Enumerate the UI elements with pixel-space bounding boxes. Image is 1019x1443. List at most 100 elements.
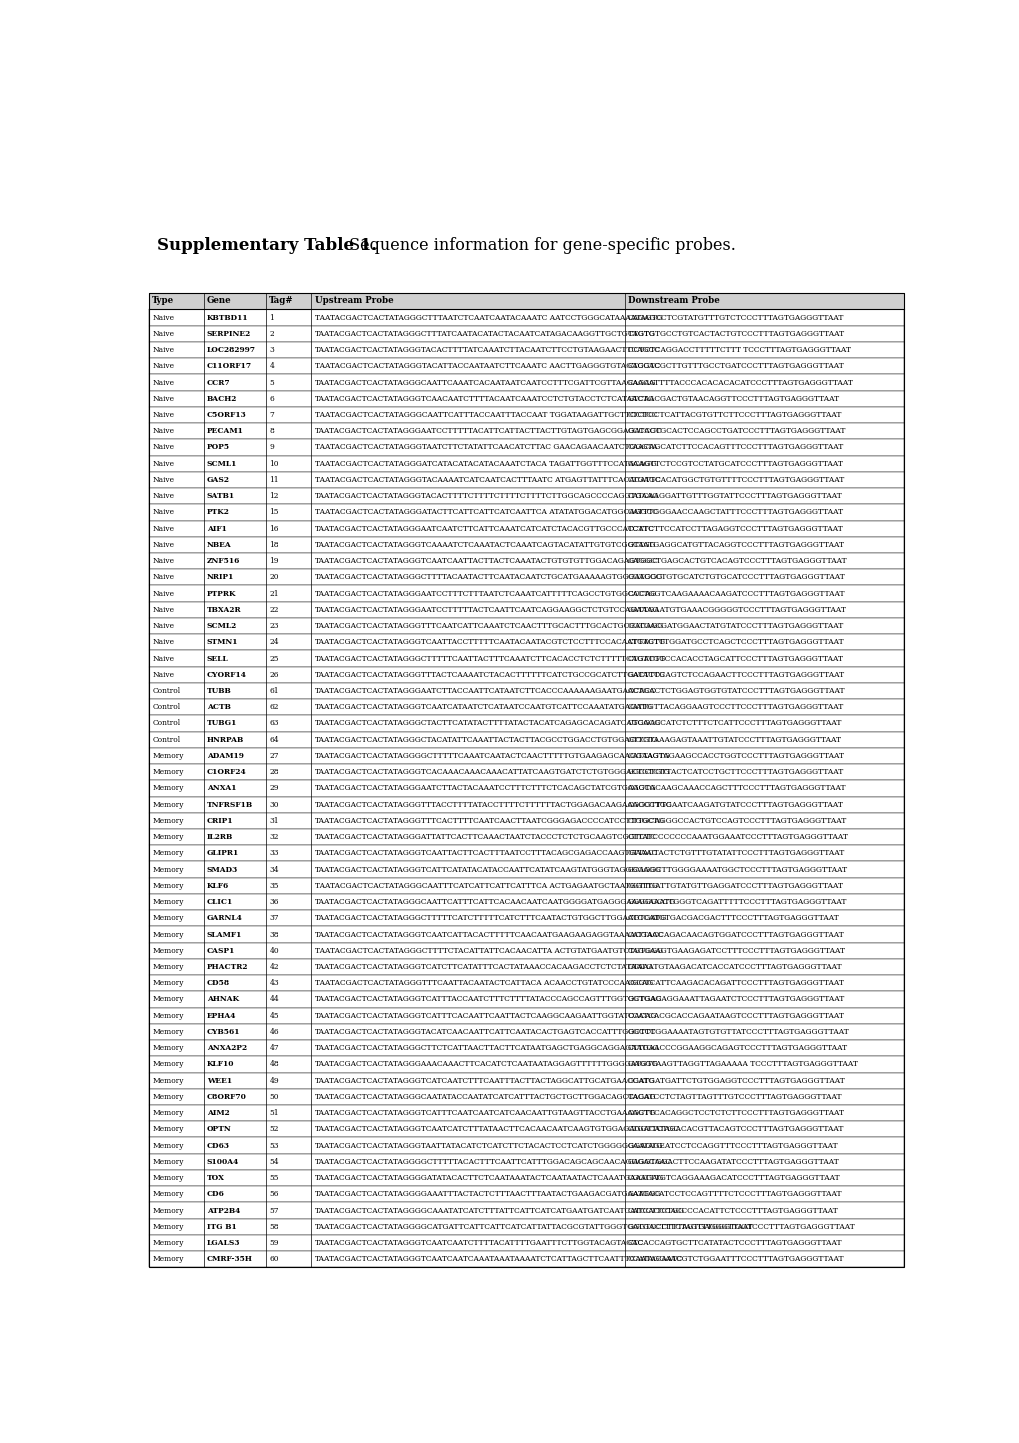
Bar [149, 488, 903, 504]
Text: TAATACGACTCACTATAGGGCTTTTCTACATTATTCACAACATTA ACTGTATGAATGTCTGTGGG: TAATACGACTCACTATAGGGCTTTTCTACATTATTCACAA… [314, 947, 662, 955]
Text: 52: 52 [269, 1126, 278, 1133]
Bar [149, 504, 903, 521]
Text: TAATACGACTCACTATAGGGTTTACTCAAAATCTACACTTTTTTCATCTGCCGCATCTTGATACTG: TAATACGACTCACTATAGGGTTTACTCAAAATCTACACTT… [314, 671, 664, 678]
Text: 50: 50 [269, 1092, 278, 1101]
Text: TAATACGACTCACTATAGGGTACATCAACAATTCATTCAATACACTGAGTCACCATTTGGCTTC: TAATACGACTCACTATAGGGTACATCAACAATTCATTCAA… [314, 1027, 655, 1036]
Text: 48: 48 [269, 1061, 278, 1068]
Text: Naive: Naive [152, 590, 174, 597]
Text: 47: 47 [269, 1045, 278, 1052]
Text: Naive: Naive [152, 525, 174, 532]
Bar [149, 698, 903, 716]
Text: Memory: Memory [152, 915, 183, 922]
Text: CGGTCATTCAAGACACAGATTCCCTTTAGTGAGGGTTAAT: CGGTCATTCAAGACACAGATTCCCTTTAGTGAGGGTTAAT [628, 980, 844, 987]
Text: PECAM1: PECAM1 [207, 427, 244, 436]
Text: GTTGTAAAGAGTAAATTGTATCCCTTTAGTGAGGGTTAAT: GTTGTAAAGAGTAAATTGTATCCCTTTAGTGAGGGTTAAT [628, 736, 841, 743]
Text: CAACATTTTACCCACACACACATCCCTTTAGTGAGGGTTAAT: CAACATTTTACCCACACACACATCCCTTTAGTGAGGGTTA… [628, 378, 853, 387]
Text: 60: 60 [269, 1255, 278, 1263]
Text: 38: 38 [269, 931, 278, 938]
Text: ITG B1: ITG B1 [207, 1222, 236, 1231]
Bar [149, 293, 903, 309]
Text: 9: 9 [269, 443, 274, 452]
Bar [149, 958, 903, 975]
Text: TAATACGACTCACTATAGGGTCATCTTCATATTTCACTATAAACCACAAGACCTCTCTATAATG: TAATACGACTCACTATAGGGTCATCTTCATATTTCACTAT… [314, 962, 652, 971]
Bar [149, 651, 903, 667]
Text: 25: 25 [269, 655, 278, 662]
Bar [149, 716, 903, 732]
Text: Gene: Gene [207, 296, 231, 306]
Text: 42: 42 [269, 962, 278, 971]
Text: Memory: Memory [152, 768, 183, 776]
Text: 63: 63 [269, 720, 278, 727]
Bar [149, 1121, 903, 1137]
Text: GCAGGCTTGGGGAAAATGGCTCCCTTTAGTGAGGGTTAAT: GCAGGCTTGGGGAAAATGGCTCCCTTTAGTGAGGGTTAAT [628, 866, 847, 873]
Text: TAATACGACTCACTATAGGGCAATTCATTTCATTCACAACAATCAATGGGGATGAGGGAAAGAAATG: TAATACGACTCACTATAGGGCAATTCATTTCATTCACAAC… [314, 898, 676, 906]
Text: CD63: CD63 [207, 1141, 229, 1150]
Bar [149, 439, 903, 456]
Text: BACH2: BACH2 [207, 395, 236, 403]
Text: GTAAATGTAAGACATCACCATCCCTTTAGTGAGGGTTAAT: GTAAATGTAAGACATCACCATCCCTTTAGTGAGGGTTAAT [628, 962, 842, 971]
Text: TAATACGACTCACTATAGGGCTTTTACAATACTTCAATACAATCTGCATGAAAAAGTGGCATGGG: TAATACGACTCACTATAGGGCTTTTACAATACTTCAATAC… [314, 573, 662, 582]
Text: 28: 28 [269, 768, 278, 776]
Text: TAATACGACTCACTATAGGGAATCTTACCAATTCATAATCTTCACCCAAAAAAGAATGAACACC: TAATACGACTCACTATAGGGAATCTTACCAATTCATAATC… [314, 687, 655, 696]
Text: GGTTGATTGTATGTTGAGGATCCCTTTAGTGAGGGTTAAT: GGTTGATTGTATGTTGAGGATCCCTTTAGTGAGGGTTAAT [628, 882, 843, 890]
Text: 5: 5 [269, 378, 274, 387]
Text: TAATACGACTCACTATAGGGTACACTTTTCTTTTCTTTTCTTTTCTTGGCAGCCCCAGGTGAAG: TAATACGACTCACTATAGGGTACACTTTTCTTTTCTTTTC… [314, 492, 658, 501]
Text: Naive: Naive [152, 508, 174, 517]
Text: TAATACGACTCACTATAGGGCAATTCATTTACCAATTTACCAAT TGGATAAGATTGCTTCCTCC: TAATACGACTCACTATAGGGCAATTCATTTACCAATTTAC… [314, 411, 656, 418]
Bar [149, 1235, 903, 1251]
Text: CACCCTGGAATCAAGATGTATCCCTTTAGTGAGGGTTAAT: CACCCTGGAATCAAGATGTATCCCTTTAGTGAGGGTTAAT [628, 801, 843, 808]
Text: 8: 8 [269, 427, 274, 436]
Text: 34: 34 [269, 866, 278, 873]
Text: S100A4: S100A4 [207, 1157, 238, 1166]
Text: Memory: Memory [152, 947, 183, 955]
Text: 54: 54 [269, 1157, 278, 1166]
Text: ANXA1: ANXA1 [207, 785, 236, 792]
Bar [149, 1088, 903, 1105]
Text: TAATACGACTCACTATAGGGGCAAATATCATCTTTATTCATTCATCATGAATGATCAATCATCCTTCTGG: TAATACGACTCACTATAGGGGCAAATATCATCTTTATTCA… [314, 1206, 684, 1215]
Text: 16: 16 [269, 525, 278, 532]
Text: TUBB: TUBB [207, 687, 231, 696]
Bar [149, 374, 903, 391]
Text: Naive: Naive [152, 427, 174, 436]
Bar [149, 877, 903, 893]
Text: 51: 51 [269, 1110, 278, 1117]
Text: Memory: Memory [152, 1027, 183, 1036]
Text: CTGACTTCCACACCTAGCATTCCCTTTAGTGAGGGTTAAT: CTGACTTCCACACCTAGCATTCCCTTTAGTGAGGGTTAAT [628, 655, 843, 662]
Text: GGTGACGATGGAACTATGTATCCCTTTAGTGAGGGTTAAT: GGTGACGATGGAACTATGTATCCCTTTAGTGAGGGTTAAT [628, 622, 844, 631]
Bar [149, 926, 903, 942]
Text: NBEA: NBEA [207, 541, 231, 548]
Text: 1: 1 [269, 313, 274, 322]
Bar [149, 293, 903, 1267]
Bar [149, 893, 903, 911]
Bar [149, 1186, 903, 1202]
Text: 15: 15 [269, 508, 278, 517]
Text: Naive: Naive [152, 671, 174, 678]
Text: Memory: Memory [152, 801, 183, 808]
Text: 37: 37 [269, 915, 278, 922]
Text: Naive: Naive [152, 476, 174, 483]
Text: CAGGAAGTGAAGAGATCCTTTCCCTTTAGTGAGGGTTAAT: CAGGAAGTGAAGAGATCCTTTCCCTTTAGTGAGGGTTAAT [628, 947, 845, 955]
Text: Naive: Naive [152, 460, 174, 468]
Bar [149, 391, 903, 407]
Text: CAGAGCCTCGTATGTTTGTCTCCCTTTAGTGAGGGTTAAT: CAGAGCCTCGTATGTTTGTCTCCCTTTAGTGAGGGTTAAT [628, 313, 844, 322]
Text: 31: 31 [269, 817, 278, 825]
Text: KLF10: KLF10 [207, 1061, 234, 1068]
Text: TAATACGACTCACTATAGGGAAACAAACTTCACATCTCAATAATAGGAGTTTTTTGGGGATGTG: TAATACGACTCACTATAGGGAAACAAACTTCACATCTCAA… [314, 1061, 657, 1068]
Text: AIF1: AIF1 [207, 525, 226, 532]
Bar [149, 633, 903, 651]
Bar [149, 1040, 903, 1056]
Text: 6: 6 [269, 395, 274, 403]
Text: TAATACGACTCACTATAGGGTCAATCAATTACTTACTCAAATACTGTGTGTTGGACAGAGTGGC: TAATACGACTCACTATAGGGTCAATCAATTACTTACTCAA… [314, 557, 658, 566]
Text: Naive: Naive [152, 443, 174, 452]
Text: CTCTCCTCATTACGTGTTCTTCCCTTTAGTGAGGGTTAAT: CTCTCCTCATTACGTGTTCTTCCCTTTAGTGAGGGTTAAT [628, 411, 842, 418]
Text: 56: 56 [269, 1190, 278, 1198]
Text: Downstream Probe: Downstream Probe [628, 296, 718, 306]
Text: TAATACGACTCACTATAGGGTCACAAACAAACAAACATTATCAAGTGATCTCTGTGGGACTGTCTG: TAATACGACTCACTATAGGGTCACAAACAAACAAACATTA… [314, 768, 669, 776]
Text: TAATACGACTCACTATAGGGTCAATCAATCTTTTACATTTTGAATTTCTTGGTACAGTAGAC: TAATACGACTCACTATAGGGTCAATCAATCTTTTACATTT… [314, 1240, 643, 1247]
Bar [149, 423, 903, 439]
Text: TAATACGACTCACTATAGGGTCAATTACTTCACTTTAATCCTTTACAGCGAGACCAAGTGAAAC: TAATACGACTCACTATAGGGTCAATTACTTCACTTTAATC… [314, 850, 657, 857]
Text: CTCACCAGTGCTTCATATACTCCCTTTAGTGAGGGTTAAT: CTCACCAGTGCTTCATATACTCCCTTTAGTGAGGGTTAAT [628, 1240, 842, 1247]
Text: Naive: Naive [152, 573, 174, 582]
Text: AHNAK: AHNAK [207, 996, 238, 1003]
Bar [149, 618, 903, 633]
